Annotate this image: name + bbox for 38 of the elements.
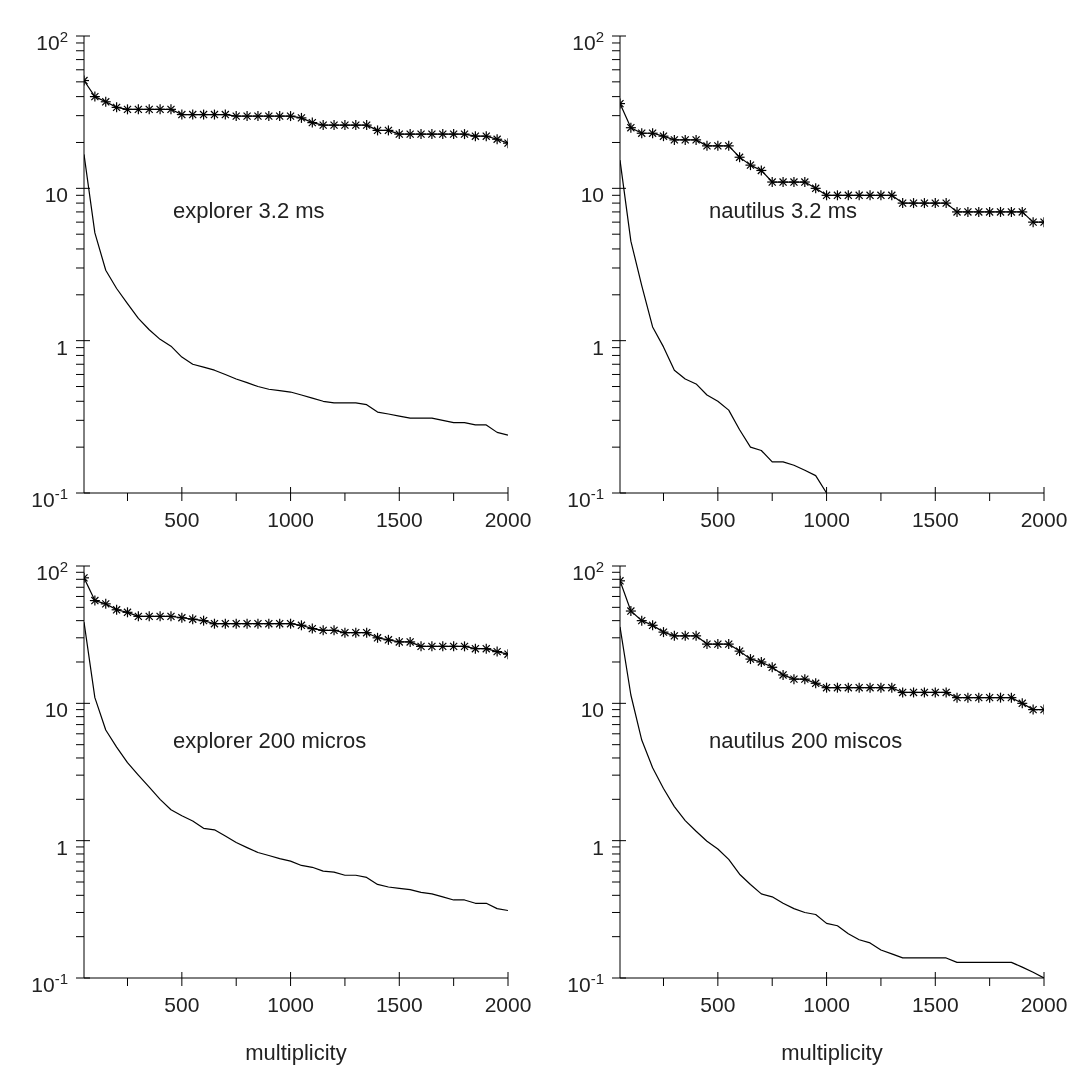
y-tick-label: 10 <box>580 698 604 722</box>
x-tick-label: 500 <box>164 993 200 1016</box>
x-tick-label: 500 <box>700 993 736 1016</box>
y-tick-label: 10 <box>580 183 604 207</box>
x-axis-title: multiplicity <box>781 1040 883 1065</box>
y-tick-label: 1 <box>592 335 604 359</box>
x-tick-label: 1500 <box>911 508 959 531</box>
x-tick-label: 1500 <box>375 508 423 531</box>
y-tick-label: 10$^{2}$ <box>572 557 604 584</box>
y-tick-label: 10 <box>44 698 68 722</box>
x-tick-label: 1000 <box>267 993 314 1016</box>
annotation: explorer 3.2 ms <box>173 198 325 224</box>
y-tick-label: 1 <box>56 835 68 859</box>
x-tick-label: 1000 <box>803 508 850 531</box>
y-tick-label: 10 <box>44 183 68 207</box>
x-tick-label: 500 <box>700 508 736 531</box>
y-tick-label: 1 <box>592 835 604 859</box>
x-tick-label: 500 <box>164 508 200 531</box>
x-tick-label: 1500 <box>375 993 423 1016</box>
y-tick-label: 10$^{-1}$ <box>567 484 604 511</box>
x-tick-label: 1000 <box>803 993 850 1016</box>
x-axis-title: multiplicity <box>245 1040 347 1065</box>
x-tick-label: 1000 <box>267 508 314 531</box>
x-tick-label: 2000 <box>1020 993 1068 1016</box>
x-tick-label: 1500 <box>911 993 959 1016</box>
x-tick-label: 2000 <box>484 508 532 531</box>
y-tick-label: 10$^{2}$ <box>36 27 68 54</box>
annotation: explorer 200 micros <box>173 728 367 754</box>
annotation: nautilus 3.2 ms <box>709 198 857 224</box>
y-tick-label: 10$^{-1}$ <box>31 969 68 996</box>
y-tick-label: 10$^{-1}$ <box>31 484 68 511</box>
y-tick-label: 10$^{-1}$ <box>567 969 604 996</box>
x-tick-label: 2000 <box>1020 508 1068 531</box>
y-tick-label: 1 <box>56 335 68 359</box>
y-tick-label: 10$^{2}$ <box>572 27 604 54</box>
annotation: nautilus 200 miscos <box>709 728 903 754</box>
y-tick-label: 10$^{2}$ <box>36 557 68 584</box>
x-tick-label: 2000 <box>484 993 532 1016</box>
